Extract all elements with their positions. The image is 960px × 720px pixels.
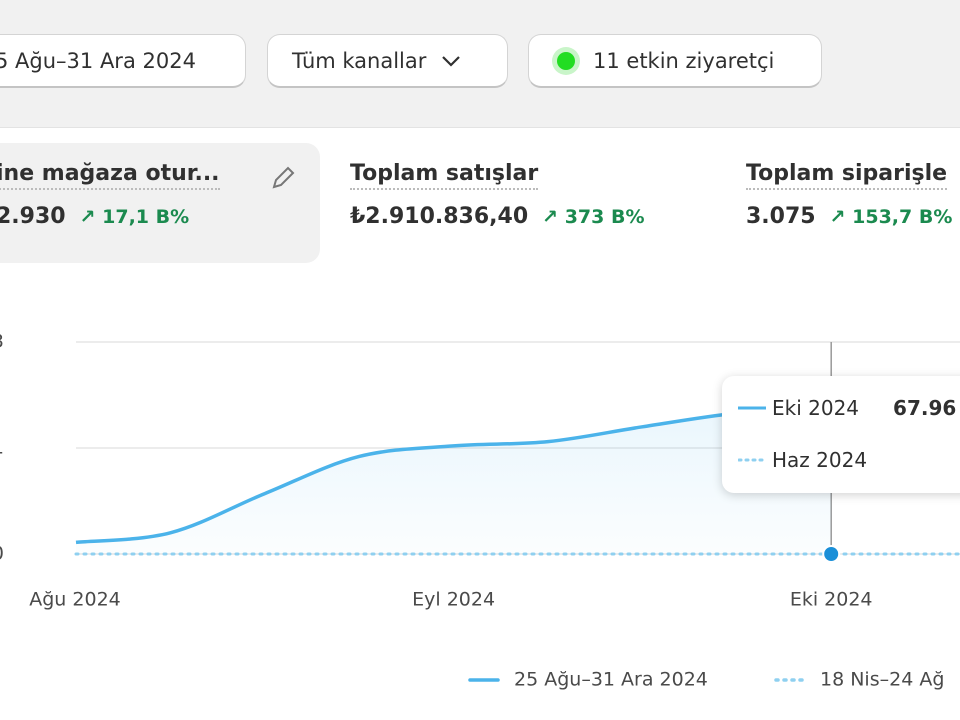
channels: Tüm kanallar [292,48,427,73]
tooltip-label: Haz 2024 [772,448,868,472]
legend-label: 18 Nis–24 Ağ [820,669,944,691]
change: ↗ 17,1 B% [79,206,190,228]
x-tick-label: Eyl 2024 [412,589,495,611]
metric-label: Toplam siparişle [746,161,948,190]
change: ↗ 153,7 B% [829,206,953,228]
metric-label: ine mağaza otur... [0,161,220,190]
tooltip-row: Eki 2024 67.96 [738,396,956,420]
change: ↗ 373 B% [542,206,645,228]
x-tick-label: Ağu 2024 [29,589,121,611]
legend-label: 25 Ağu–31 Ara 2024 [514,669,708,691]
date-range: 5 Ağu–31 Ara 2024 [0,48,196,73]
date-range-button[interactable]: 5 Ağu–31 Ara 2024 [0,34,246,88]
metric-value: ₺2.910.836,40 ↗ 373 B% [350,204,730,229]
tooltip-row: Haz 2024 [738,448,867,472]
tooltip: Eki 2024 67.96 Haz 2024 [722,376,960,493]
metric-tile[interactable]: Toplam siparişle 3.075 ↗ 153,7 B% [746,143,960,263]
change-text: 17,1 B% [102,206,190,228]
y-tick-label: 1 [0,437,4,459]
y-tick-label: 0 [0,543,4,565]
change-text: 153,7 B% [852,206,953,228]
toolbar: 5 Ağu–31 Ara 2024 Tüm kanallar 11 etkin … [0,0,960,128]
value: 3.075 [746,204,816,229]
visitors-button[interactable]: 11 etkin ziyaretçi [528,34,822,88]
metric-label: Toplam satışlar [350,161,539,190]
channel-button[interactable]: Tüm kanallar [267,34,508,88]
metric-tile[interactable]: Toplam satışlar ₺2.910.836,40 ↗ 373 B% [350,143,730,263]
tooltip-label: Eki 2024 [772,396,860,420]
value: ₺2.910.836,40 [350,204,529,229]
hover-point [822,545,841,563]
y-tick-label: 3 [0,331,4,353]
metric-value: 2.930 ↗ 17,1 B% [0,204,320,229]
live-dot [557,51,575,70]
metric-tile[interactable]: ine mağaza otur... 2.930 ↗ 17,1 B% [0,143,320,263]
value: 2.930 [0,204,66,229]
dotted-key [738,458,768,462]
area [76,405,832,554]
active-visitors: 11 etkin ziyaretçi [593,48,775,73]
chevron [442,55,461,67]
change-text: 373 B% [564,206,645,228]
metric-value: 3.075 ↗ 153,7 B% [746,204,960,229]
current-line [75,403,832,545]
tooltip-value: 67.96 [893,396,957,420]
edit-icon[interactable] [268,163,298,193]
x-tick-label: Eki 2024 [790,589,873,611]
solid-key [738,406,766,410]
